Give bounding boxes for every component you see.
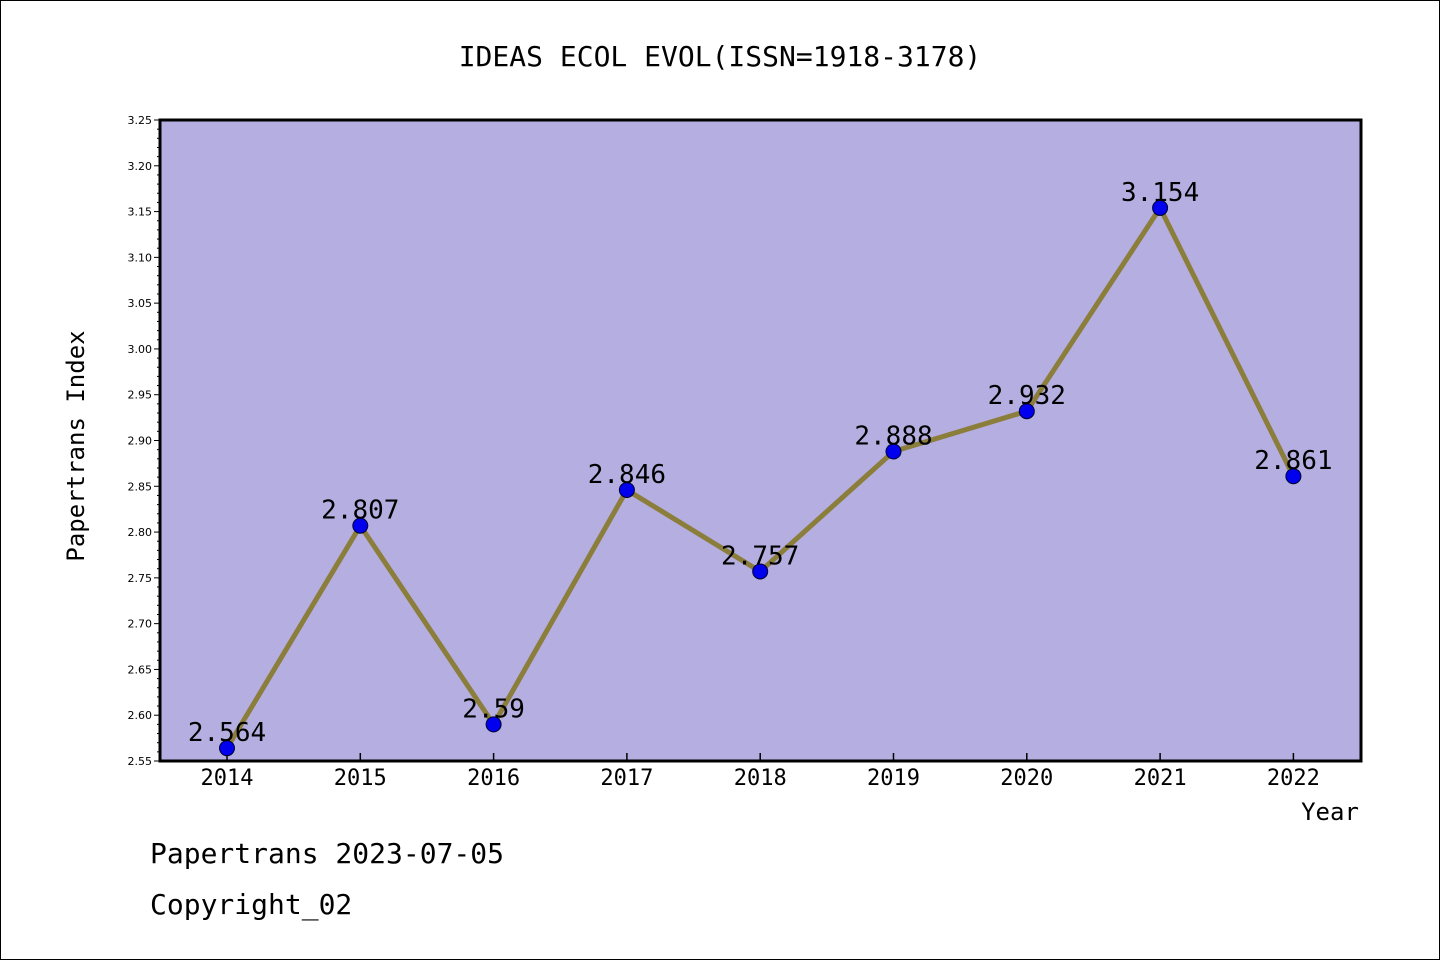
data-label: 3.154 bbox=[1121, 178, 1199, 208]
data-point bbox=[1018, 403, 1035, 420]
y-axis-label: Papertrans Index bbox=[62, 330, 90, 561]
y-tick-label: 3.00 bbox=[128, 343, 153, 356]
data-label: 2.564 bbox=[188, 718, 266, 748]
series: 2.564 2.807 2.59 2.846 2.757 2.888 2.932 3.154 2… bbox=[188, 178, 1333, 757]
data-point bbox=[618, 481, 635, 498]
y-tick-label: 2.80 bbox=[128, 526, 153, 539]
y-tick-label: 2.60 bbox=[128, 709, 153, 722]
x-tick-label: 2022 bbox=[1267, 766, 1320, 791]
data-label: 2.807 bbox=[321, 496, 399, 526]
x-tick-label: 2020 bbox=[1000, 766, 1053, 791]
data-point bbox=[485, 716, 502, 733]
data-point bbox=[1285, 468, 1302, 485]
y-tick-label: 3.05 bbox=[128, 297, 153, 310]
y-axis: 2.55 2.60 2.65 2.70 2.75 2.80 2.85 2.90 2.95 3.00… bbox=[128, 114, 160, 768]
footer-date: Papertrans 2023-07-05 bbox=[150, 837, 504, 870]
data-point bbox=[885, 443, 902, 460]
x-axis-label: Year bbox=[1301, 798, 1359, 826]
data-point bbox=[352, 517, 369, 534]
y-tick-label: 2.75 bbox=[128, 572, 153, 585]
x-tick-label: 2019 bbox=[867, 766, 920, 791]
x-tick-label: 2017 bbox=[600, 766, 653, 791]
y-tick-label: 2.95 bbox=[128, 389, 153, 402]
data-label: 2.59 bbox=[462, 694, 525, 724]
plot-area bbox=[160, 120, 1361, 761]
y-tick-label: 3.25 bbox=[128, 114, 153, 127]
data-label: 2.888 bbox=[854, 421, 932, 451]
x-tick-label: 2016 bbox=[467, 766, 520, 791]
y-tick-label: 2.55 bbox=[128, 755, 153, 768]
data-label: 2.861 bbox=[1254, 446, 1332, 476]
data-point bbox=[752, 563, 769, 580]
data-label: 2.932 bbox=[988, 381, 1066, 411]
data-label: 2.846 bbox=[588, 460, 666, 490]
chart-title: IDEAS ECOL EVOL(ISSN=1918-3178) bbox=[459, 40, 982, 73]
y-tick-label: 2.90 bbox=[128, 435, 153, 448]
plot-border bbox=[158, 118, 1363, 763]
y-tick-label: 3.10 bbox=[128, 251, 153, 264]
x-tick-label: 2015 bbox=[334, 766, 387, 791]
y-tick-label: 2.70 bbox=[128, 618, 153, 631]
y-tick-label: 2.65 bbox=[128, 663, 153, 676]
y-tick-label: 2.85 bbox=[128, 480, 153, 493]
data-label: 2.757 bbox=[721, 541, 799, 571]
data-point bbox=[1152, 199, 1169, 216]
x-tick-label: 2021 bbox=[1134, 766, 1187, 791]
y-tick-label: 3.20 bbox=[128, 160, 153, 173]
footer-copyright: Copyright_02 bbox=[150, 888, 352, 922]
x-axis: 2014 2015 2016 2017 2018 2019 2020 2021 2022 bbox=[201, 753, 1320, 791]
x-tick-label: 2014 bbox=[201, 766, 254, 791]
y-tick-label: 3.15 bbox=[128, 206, 153, 219]
x-tick-label: 2018 bbox=[734, 766, 787, 791]
data-point bbox=[219, 740, 235, 757]
